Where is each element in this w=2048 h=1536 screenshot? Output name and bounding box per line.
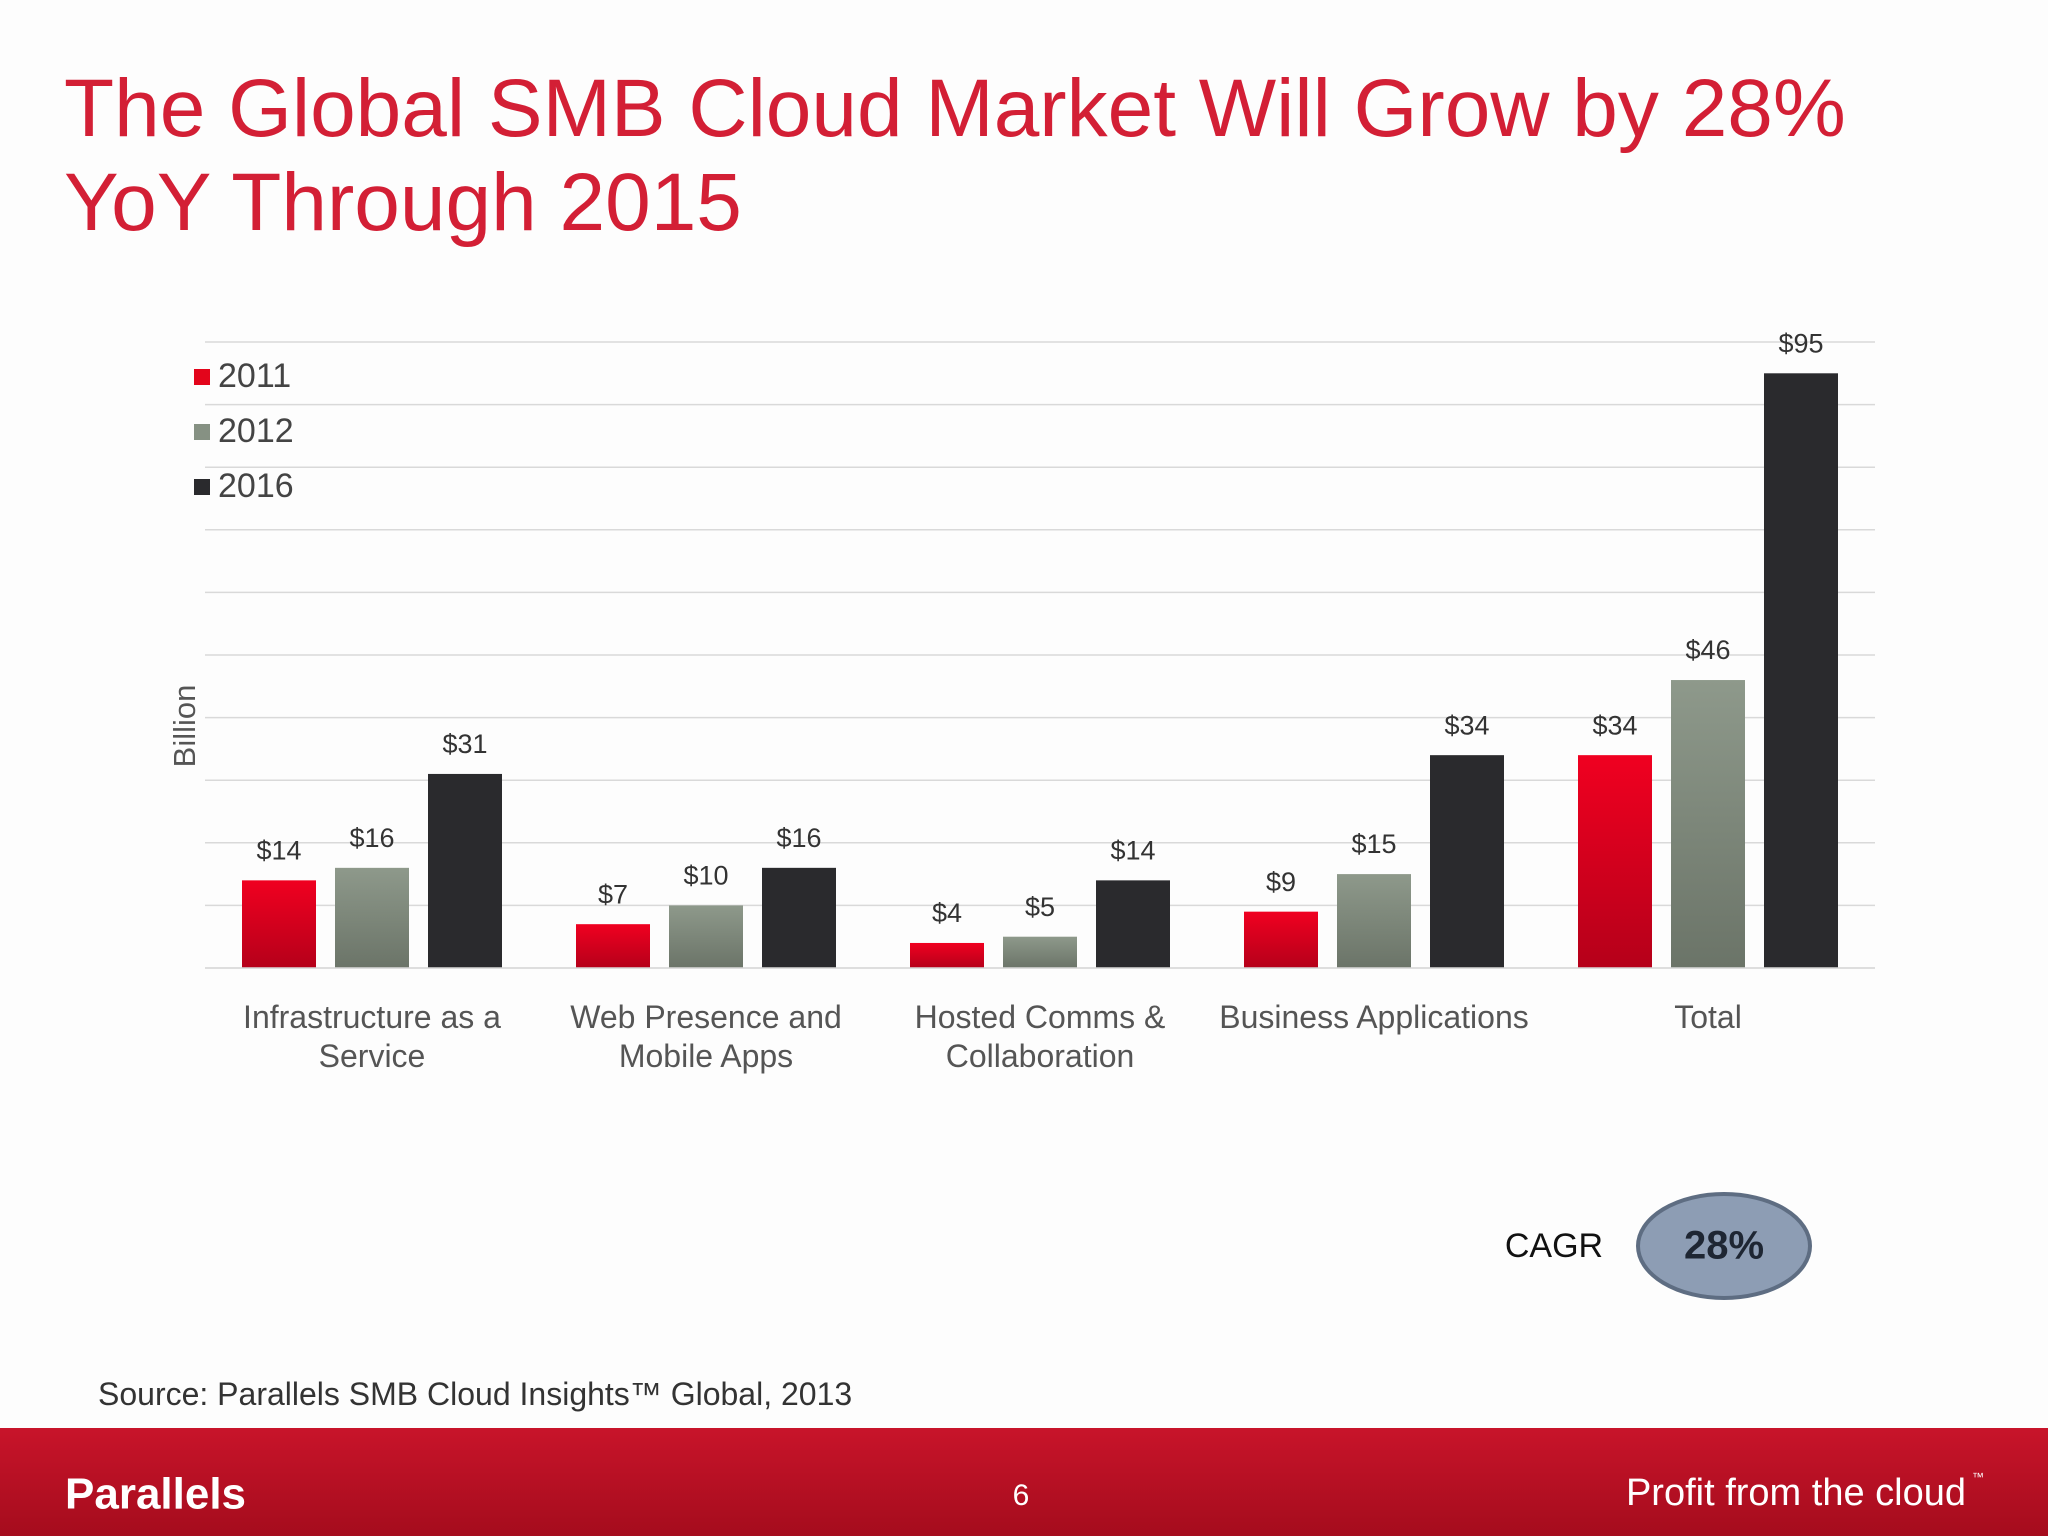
value-label: $5	[1025, 892, 1055, 922]
annotation-value: 28%	[1684, 1224, 1764, 1268]
value-label: $4	[932, 898, 962, 928]
value-label: $14	[1110, 835, 1155, 865]
legend-swatch	[194, 424, 210, 440]
bar	[576, 924, 650, 968]
value-label: $31	[442, 729, 487, 759]
annotation-label: CAGR	[1505, 1227, 1603, 1265]
value-label: $9	[1266, 867, 1296, 897]
logo: Parallels	[65, 1470, 246, 1519]
value-label: $16	[349, 823, 394, 853]
title: The Global SMB Cloud Market Will Grow by…	[64, 63, 1846, 248]
tagline: Profit from the cloud	[1626, 1472, 1966, 1514]
x-tick-label: Web Presence and Mobile Apps	[570, 999, 842, 1074]
value-label: $16	[776, 823, 821, 853]
value-label: $34	[1444, 710, 1489, 740]
x-tick-label: Business Applications	[1219, 999, 1529, 1035]
legend-swatch	[194, 479, 210, 495]
bar	[428, 773, 502, 968]
bar	[1003, 936, 1077, 968]
value-label: $14	[256, 835, 301, 865]
source: Source: Parallels SMB Cloud Insights™ Gl…	[98, 1376, 853, 1412]
x-tick-label: Infrastructure as a Service	[243, 999, 501, 1074]
value-label: $15	[1351, 829, 1396, 859]
footer-band	[0, 1428, 2048, 1536]
value-label: $7	[598, 879, 628, 909]
legend-swatch	[194, 369, 210, 385]
x-tick-label: Total	[1674, 999, 1742, 1035]
bar	[1430, 755, 1504, 968]
legend-label: 2016	[218, 467, 294, 505]
bar	[1578, 755, 1652, 968]
value-label: $46	[1685, 635, 1730, 665]
bar	[669, 905, 743, 968]
bar	[1671, 680, 1745, 968]
page-number: 6	[1013, 1479, 1030, 1512]
bar	[1244, 911, 1318, 968]
value-label: $10	[683, 861, 728, 891]
bar	[1764, 373, 1838, 968]
bar	[1096, 880, 1170, 968]
legend-label: 2012	[218, 412, 294, 450]
value-label: $34	[1592, 710, 1637, 740]
value-label: $95	[1778, 328, 1823, 358]
bar	[335, 867, 409, 968]
legend-label: 2011	[218, 357, 291, 395]
bar	[762, 867, 836, 968]
bar	[1337, 874, 1411, 968]
trademark: ™	[1972, 1470, 1984, 1484]
bar	[242, 880, 316, 968]
bar	[910, 942, 984, 968]
annotation-badge	[1636, 1192, 1812, 1300]
x-tick-label: Hosted Comms & Collaboration	[914, 999, 1166, 1074]
y-axis-label: Billion	[167, 685, 202, 768]
